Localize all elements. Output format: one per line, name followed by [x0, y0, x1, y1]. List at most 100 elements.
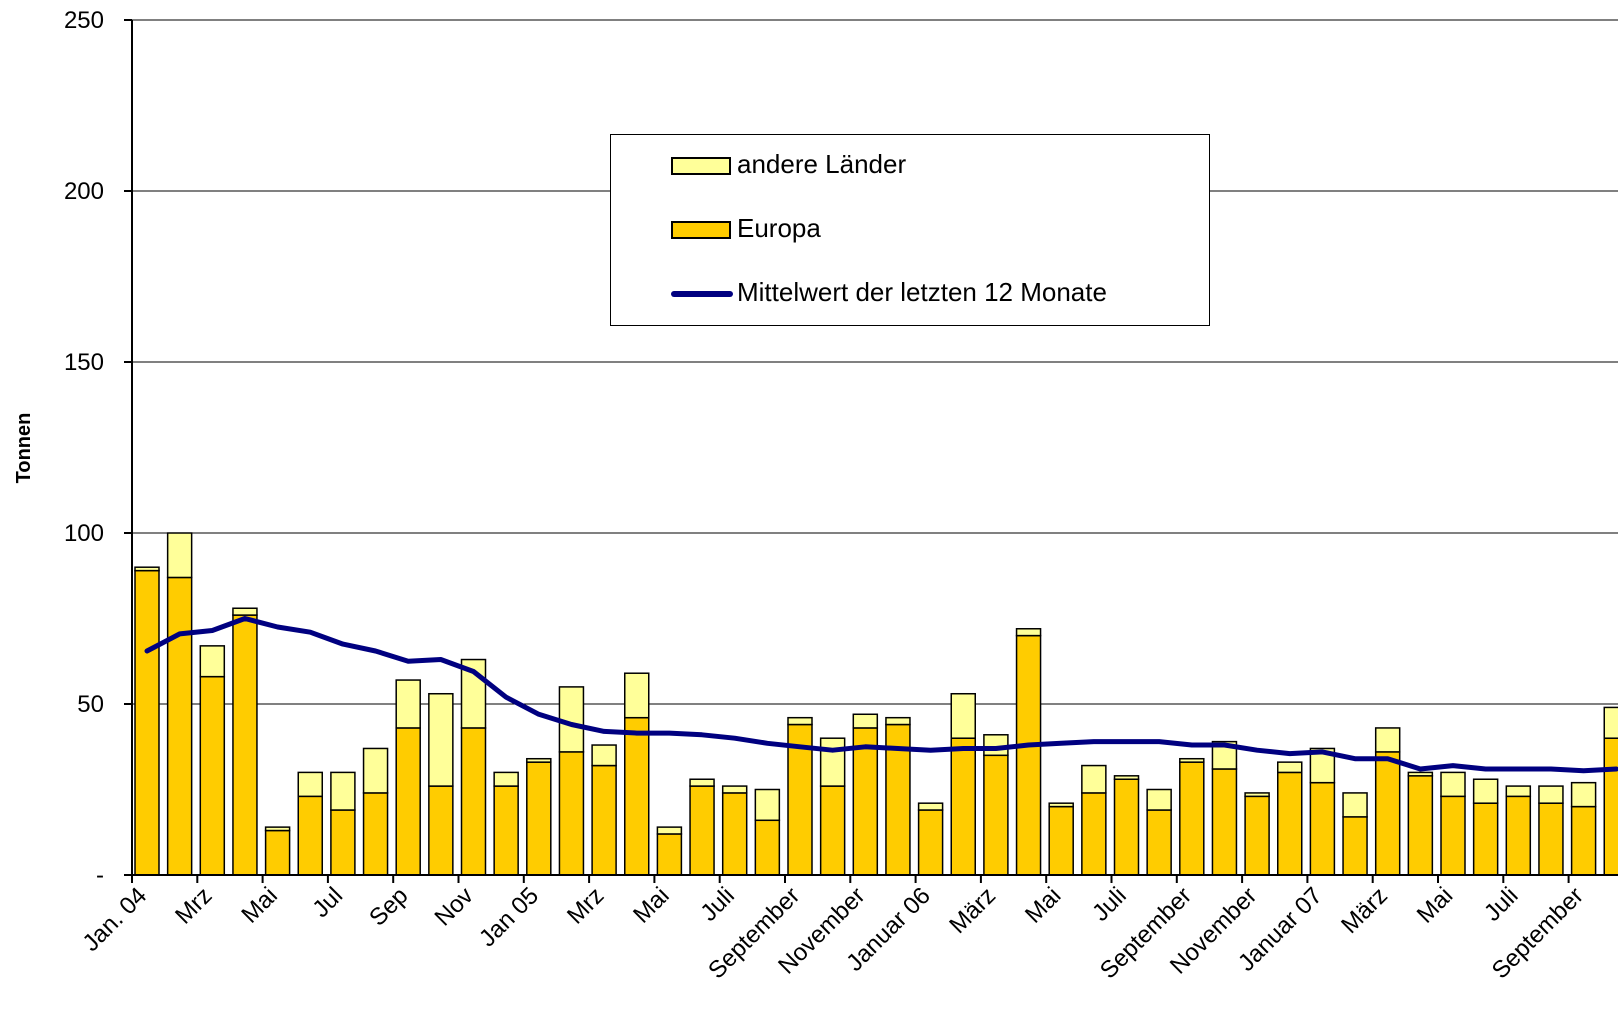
y-tick-label-100: 100 — [64, 520, 104, 547]
bar-andere-laender-38 — [1374, 727, 1401, 753]
bar-europa-14 — [591, 764, 617, 876]
x-tick-label-6: Jul — [307, 882, 348, 923]
bar-europa-24 — [917, 809, 944, 876]
bar-europa-34 — [1244, 795, 1270, 876]
axes-group — [124, 19, 1618, 883]
bar-europa-35 — [1277, 771, 1303, 876]
y-axis-label: Tonnen — [13, 413, 35, 484]
bar-andere-laender-42 — [1505, 785, 1532, 798]
bar-europa-28 — [1048, 805, 1074, 876]
bar-europa-39 — [1407, 775, 1434, 876]
bar-andere-laender-23 — [885, 716, 911, 726]
bar-europa-32 — [1179, 761, 1205, 876]
x-tick-label-18: Juli — [695, 882, 740, 927]
bar-europa-8 — [395, 727, 421, 876]
x-tick-label-8: Sep — [364, 882, 413, 931]
bar-europa-25 — [950, 737, 976, 876]
bar-europa-38 — [1374, 751, 1401, 876]
gridlines — [132, 19, 1618, 705]
bar-europa-13 — [558, 751, 585, 876]
bar-europa-40 — [1440, 795, 1466, 876]
legend-line-mittelwert — [671, 291, 733, 297]
bar-andere-laender-14 — [591, 744, 617, 767]
x-tick-label-4: Mai — [236, 882, 282, 928]
bar-andere-laender-26 — [983, 734, 1009, 757]
bar-andere-laender-40 — [1440, 771, 1466, 798]
bar-europa-36 — [1309, 781, 1336, 876]
bar-europa-15 — [624, 716, 650, 876]
bar-europa-2 — [199, 675, 226, 876]
x-tick-label-38: März — [1336, 882, 1393, 939]
bar-andere-laender-17 — [689, 778, 715, 787]
bar-europa-45 — [1603, 737, 1618, 876]
bar-andere-laender-1 — [166, 532, 193, 579]
bar-europa-43 — [1538, 802, 1564, 876]
bar-andere-laender-7 — [362, 747, 389, 794]
bar-europa-42 — [1505, 795, 1532, 876]
bar-europa-26 — [983, 754, 1009, 876]
bar-andere-laender-43 — [1538, 785, 1564, 804]
bar-andere-laender-25 — [950, 692, 976, 739]
bar-andere-laender-29 — [1081, 764, 1107, 794]
x-tick-label-40: Mai — [1412, 882, 1458, 928]
bar-andere-laender-8 — [395, 679, 421, 729]
bar-europa-37 — [1342, 816, 1368, 876]
legend-label-europa: Europa — [737, 213, 821, 243]
x-tick-label-16: Mai — [628, 882, 674, 928]
bar-europa-12 — [526, 761, 552, 876]
y-tick-labels: - 50 100 150 200 250 — [64, 7, 104, 889]
bar-andere-laender-28 — [1048, 802, 1074, 808]
bar-andere-laender-6 — [330, 771, 356, 811]
bar-andere-laender-37 — [1342, 792, 1368, 818]
bar-andere-laender-35 — [1277, 761, 1303, 774]
bar-europa-7 — [362, 792, 389, 876]
bar-europa-11 — [493, 785, 519, 876]
bar-andere-laender-21 — [819, 737, 846, 787]
bar-andere-laender-3 — [232, 607, 258, 616]
legend-label-mittelwert: Mittelwert der letzten 12 Monate — [737, 277, 1107, 307]
bar-andere-laender-39 — [1407, 771, 1434, 777]
bar-andere-laender-22 — [852, 713, 879, 729]
average-line — [144, 616, 1618, 774]
bar-europa-17 — [689, 785, 715, 876]
bar-europa-30 — [1113, 778, 1140, 876]
bar-andere-laender-31 — [1146, 788, 1172, 811]
bar-andere-laender-44 — [1570, 781, 1597, 808]
x-tick-label-12: Jan 05 — [474, 882, 544, 952]
x-tick-label-26: März — [944, 882, 1001, 939]
bar-europa-6 — [330, 809, 356, 876]
legend: andere Länder Europa Mittelwert der letz… — [610, 134, 1210, 326]
x-tick-label-30: Juli — [1087, 882, 1132, 927]
bar-andere-laender-15 — [624, 672, 650, 719]
y-tick-label-50: 50 — [77, 691, 104, 718]
average-line-group — [144, 616, 1618, 774]
legend-swatch-europa — [671, 221, 731, 239]
bar-europa-21 — [819, 785, 846, 876]
bar-andere-laender-45 — [1603, 706, 1618, 739]
x-tick-label-10: Nov — [429, 882, 478, 931]
y-tick-label-200: 200 — [64, 178, 104, 205]
bar-europa-19 — [754, 819, 781, 876]
x-tick-label-42: Juli — [1479, 882, 1524, 927]
y-tick-label-0: - — [96, 862, 104, 889]
bar-europa-31 — [1146, 809, 1172, 876]
bar-europa-9 — [428, 785, 454, 876]
x-tick-label-14: Mrz — [562, 882, 609, 929]
bar-andere-laender-24 — [917, 802, 944, 811]
bar-andere-laender-27 — [1015, 628, 1042, 637]
bar-europa-44 — [1570, 805, 1597, 876]
legend-swatch-andere-laender — [671, 157, 731, 175]
bar-andere-laender-16 — [656, 826, 683, 835]
bar-europa-29 — [1081, 792, 1107, 876]
bar-andere-laender-11 — [493, 771, 519, 787]
bar-andere-laender-20 — [787, 716, 813, 726]
bar-andere-laender-5 — [297, 771, 323, 798]
bar-andere-laender-18 — [721, 785, 748, 794]
x-tick-label-0: Jan. 04 — [77, 882, 152, 957]
bar-andere-laender-0 — [134, 566, 160, 572]
x-tick-label-2: Mrz — [170, 882, 217, 929]
bar-europa-4 — [264, 829, 291, 876]
bar-andere-laender-2 — [199, 645, 226, 678]
